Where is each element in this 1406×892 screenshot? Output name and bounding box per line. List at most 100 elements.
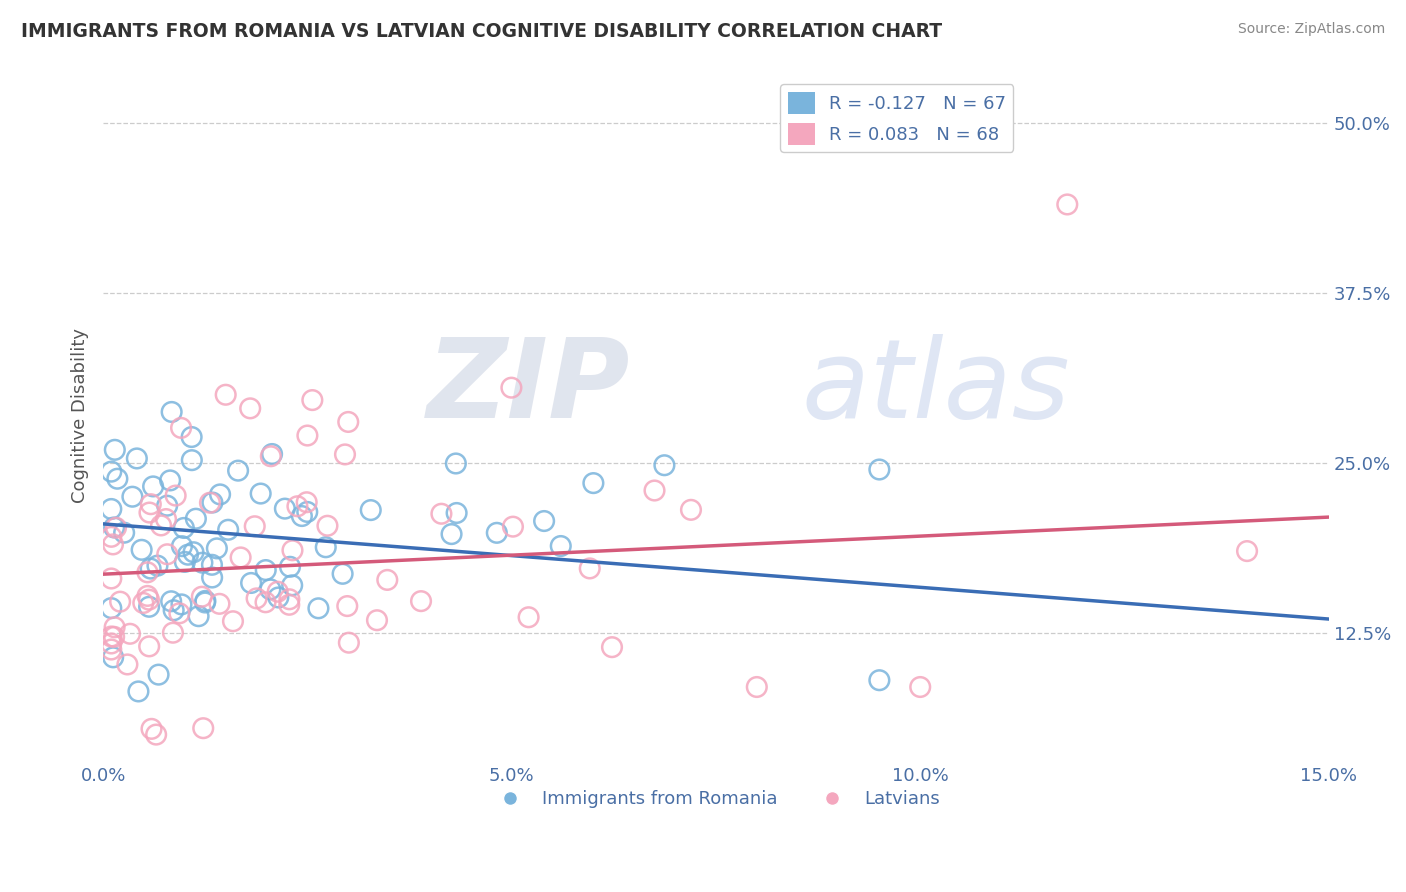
Point [1056,197,1078,211]
Point [316,518,339,533]
Point [366,613,388,627]
Point [375,573,398,587]
Point [160,594,183,608]
Point [582,476,605,491]
Point [307,601,329,615]
Point [194,595,217,609]
Point [337,636,360,650]
Point [180,453,202,467]
Point [136,589,159,603]
Text: atlas: atlas [801,334,1070,441]
Point [155,512,177,526]
Point [165,489,187,503]
Point [205,541,228,556]
Point [187,609,209,624]
Point [146,558,169,573]
Point [121,490,143,504]
Point [141,722,163,736]
Point [101,650,124,665]
Point [138,506,160,520]
Y-axis label: Cognitive Disability: Cognitive Disability [72,327,89,503]
Point [281,543,304,558]
Point [184,512,207,526]
Point [745,680,768,694]
Point [517,610,540,624]
Point [267,584,290,599]
Point [138,599,160,614]
Point [868,462,890,476]
Point [301,393,323,408]
Point [267,591,290,605]
Point [254,563,277,577]
Point [170,539,193,553]
Point [215,388,238,402]
Point [208,597,231,611]
Point [169,607,191,621]
Point [278,559,301,574]
Point [240,576,263,591]
Point [112,525,135,540]
Point [243,519,266,533]
Point [229,550,252,565]
Point [193,721,215,735]
Point [444,457,467,471]
Point [239,401,262,416]
Point [281,578,304,592]
Point [254,595,277,609]
Text: Source: ZipAtlas.com: Source: ZipAtlas.com [1237,22,1385,37]
Point [226,464,249,478]
Point [1236,544,1258,558]
Point [100,502,122,516]
Point [260,447,283,461]
Point [177,548,200,562]
Point [332,566,354,581]
Point [654,458,676,473]
Point [139,497,162,511]
Point [533,514,555,528]
Point [502,519,524,533]
Point [297,428,319,442]
Point [117,657,139,672]
Point [142,479,165,493]
Point [360,503,382,517]
Point [100,530,122,544]
Point [139,561,162,575]
Point [104,620,127,634]
Point [336,599,359,613]
Point [201,495,224,509]
Point [162,625,184,640]
Point [297,505,319,519]
Point [430,507,453,521]
Point [191,590,214,604]
Point [100,601,122,615]
Point [409,594,432,608]
Point [100,465,122,479]
Point [260,449,283,463]
Point [100,642,122,657]
Point [138,640,160,654]
Point [550,539,572,553]
Point [138,592,160,607]
Point [105,521,128,535]
Point [100,636,122,650]
Point [132,596,155,610]
Point [198,496,221,510]
Text: ZIP: ZIP [426,334,630,441]
Point [259,582,281,597]
Point [222,614,245,628]
Point [333,447,356,461]
Point [183,545,205,559]
Point [156,499,179,513]
Legend: Immigrants from Romania, Latvians: Immigrants from Romania, Latvians [485,782,948,815]
Point [180,430,202,444]
Point [156,547,179,561]
Point [131,542,153,557]
Point [291,509,314,524]
Point [170,598,193,612]
Point [173,521,195,535]
Point [287,500,309,514]
Point [145,728,167,742]
Point [159,474,181,488]
Point [679,503,702,517]
Point [108,595,131,609]
